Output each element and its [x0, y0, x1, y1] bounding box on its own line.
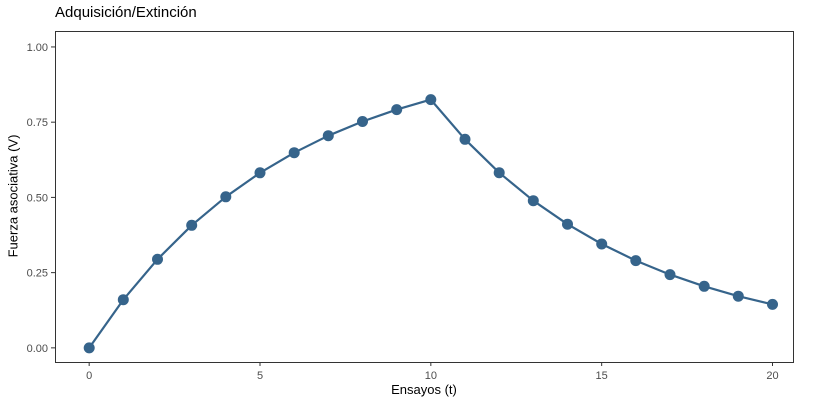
- y-tick-label: 1.00: [27, 42, 48, 54]
- data-point: [493, 167, 505, 179]
- data-point: [732, 290, 744, 302]
- y-tick-label: 0.50: [27, 192, 48, 204]
- data-point: [220, 191, 232, 203]
- panel-border: [55, 31, 794, 363]
- x-tick-label: 20: [766, 370, 778, 382]
- x-tick-label: 5: [257, 370, 263, 382]
- data-point: [527, 195, 539, 207]
- data-point: [83, 342, 95, 354]
- data-point: [254, 167, 266, 179]
- data-point: [186, 219, 198, 231]
- data-point: [630, 255, 642, 267]
- x-tick-label: 0: [86, 370, 92, 382]
- y-tick-label: 0.00: [27, 343, 48, 355]
- data-point: [562, 218, 573, 230]
- x-tick-label: 10: [425, 370, 437, 382]
- data-point: [459, 133, 471, 145]
- data-point: [357, 116, 368, 127]
- y-tick-label: 0.75: [27, 117, 48, 129]
- chart-title: Adquisición/Extinción: [55, 4, 197, 21]
- data-point: [767, 298, 778, 310]
- y-tick-label: 0.25: [27, 268, 48, 280]
- x-tick-label: 15: [596, 370, 608, 382]
- data-point: [425, 94, 437, 106]
- data-point: [288, 147, 300, 159]
- data-point: [596, 238, 608, 250]
- data-point: [698, 280, 710, 292]
- data-point: [664, 269, 676, 281]
- data-point: [152, 253, 163, 265]
- data-point: [117, 294, 129, 306]
- data-point: [391, 104, 403, 116]
- data-point: [322, 130, 334, 142]
- x-axis-title: Ensayos (t): [391, 382, 457, 397]
